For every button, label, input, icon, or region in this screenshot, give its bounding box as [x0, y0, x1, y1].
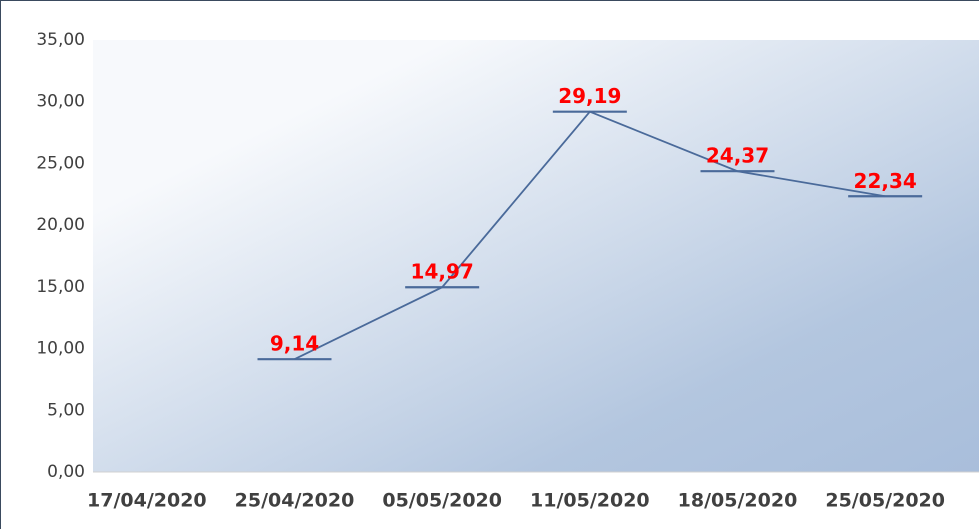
x-tick-label: 18/05/2020: [678, 490, 798, 512]
value-label: 24,37: [706, 144, 769, 168]
value-label: 14,97: [411, 260, 474, 284]
value-label: 9,14: [270, 332, 319, 356]
y-tick-label: 10,00: [36, 339, 85, 359]
y-tick-label: 30,00: [36, 92, 85, 112]
x-tick-label: 25/04/2020: [235, 490, 355, 512]
x-tick-label: 25/05/2020: [825, 490, 945, 512]
y-tick-label: 20,00: [36, 215, 85, 235]
x-tick-label: 05/05/2020: [382, 490, 502, 512]
y-tick-label: 35,00: [36, 30, 85, 50]
y-tick-label: 25,00: [36, 153, 85, 173]
y-tick-label: 0,00: [47, 462, 85, 482]
value-label: 22,34: [854, 169, 917, 193]
x-tick-label: 11/05/2020: [530, 490, 650, 512]
x-tick-label: 17/04/2020: [87, 490, 207, 512]
y-tick-label: 15,00: [36, 277, 85, 297]
y-tick-label: 5,00: [47, 400, 85, 420]
plot-area: [93, 40, 979, 472]
value-label: 29,19: [558, 84, 621, 108]
